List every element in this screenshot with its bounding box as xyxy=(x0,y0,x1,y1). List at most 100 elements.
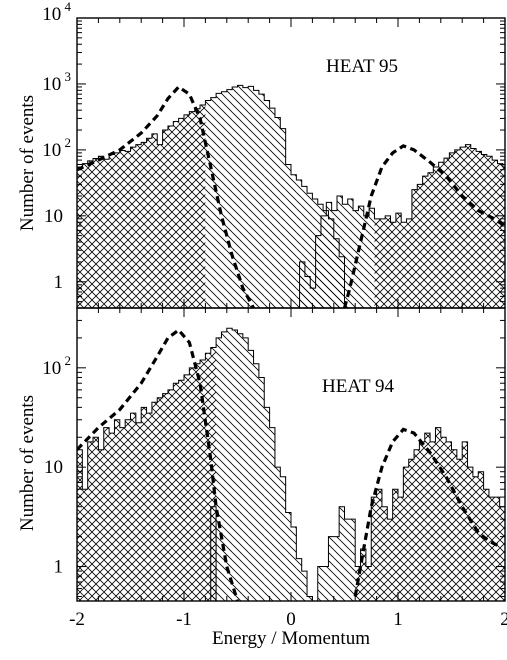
panel-heat-95: HEAT 95 xyxy=(76,17,506,309)
top-bar xyxy=(492,160,498,308)
bottom-bar xyxy=(494,497,500,601)
bottom-bar xyxy=(151,402,158,601)
bottom-bar xyxy=(93,437,99,601)
top-bar xyxy=(125,151,131,308)
top-bar xyxy=(194,108,201,308)
bottom-isolated-bin xyxy=(210,506,217,601)
bottom-bar xyxy=(205,353,211,601)
top-bar xyxy=(253,90,259,308)
bottom-bar xyxy=(184,374,190,601)
panel-label-heat-95: HEAT 95 xyxy=(326,56,398,77)
top-y-tick-label: 10 xyxy=(44,206,63,227)
bottom-bar xyxy=(371,497,377,601)
bottom-bar xyxy=(408,459,415,601)
top-bar xyxy=(347,198,354,308)
top-bar xyxy=(374,218,380,308)
bottom-bar xyxy=(119,427,126,601)
top-bar xyxy=(312,198,318,308)
top-bar xyxy=(481,154,487,308)
bottom-bar xyxy=(440,437,447,601)
top-bar xyxy=(205,100,211,308)
bottom-bar xyxy=(82,489,88,601)
top-bar xyxy=(157,144,163,308)
bottom-bar xyxy=(424,433,431,601)
top-bar xyxy=(304,276,311,308)
top-bar xyxy=(444,158,450,308)
bottom-bar xyxy=(274,467,281,601)
x-tick-labels: -2 -1 0 1 2 xyxy=(69,609,507,630)
bottom-bar xyxy=(456,459,463,601)
top-bar xyxy=(363,215,370,308)
top-bar xyxy=(173,121,179,308)
top-bar xyxy=(433,167,439,308)
bottom-bar xyxy=(157,397,163,601)
bottom-bar xyxy=(430,441,436,601)
top-bar xyxy=(274,117,281,308)
top-bar xyxy=(248,86,254,308)
bottom-bar xyxy=(210,347,217,601)
top-bar xyxy=(465,144,471,308)
top-bar xyxy=(342,204,348,308)
top-bar xyxy=(395,213,402,308)
top-bar xyxy=(184,114,190,308)
bottom-bar xyxy=(125,419,131,601)
y-axis-label-top: Number of events xyxy=(17,95,38,231)
bottom-bar xyxy=(98,449,104,601)
top-bar xyxy=(299,261,305,308)
bottom-bar xyxy=(296,558,302,601)
top-bar xyxy=(162,130,168,308)
top-bar xyxy=(135,144,142,308)
top-bar xyxy=(470,148,477,308)
top-bar xyxy=(226,89,233,308)
bottom-bar xyxy=(483,489,489,601)
top-bar xyxy=(237,85,243,308)
bottom-axis-ticks xyxy=(76,307,506,601)
bottom-histogram-outline xyxy=(317,427,505,601)
bottom-bar xyxy=(242,337,249,601)
top-bar xyxy=(296,179,302,308)
top-bar xyxy=(242,87,249,308)
bottom-bar xyxy=(173,383,179,601)
top-bar xyxy=(93,158,99,308)
bottom-bar xyxy=(398,497,404,601)
top-bar xyxy=(476,151,482,308)
top-bar xyxy=(502,167,505,308)
bottom-bar xyxy=(210,506,217,601)
bottom-bar xyxy=(328,536,334,601)
bottom-bar xyxy=(323,566,329,601)
top-y-tick-label: 1 xyxy=(54,272,64,293)
bottom-bar xyxy=(194,363,201,601)
bottom-y-tick-label: 10 2 xyxy=(42,353,71,379)
top-bar xyxy=(411,189,418,308)
top-bar xyxy=(141,142,147,308)
top-bar xyxy=(280,128,286,308)
top-bar xyxy=(369,208,375,308)
bottom-bar xyxy=(462,441,468,601)
top-bar xyxy=(221,91,227,308)
bottom-bar xyxy=(162,393,168,601)
bottom-bar xyxy=(307,596,313,601)
top-y-tick-label: 10 3 xyxy=(42,69,71,95)
top-bar xyxy=(146,138,152,308)
top-bar xyxy=(189,111,195,308)
bottom-bar xyxy=(200,359,206,601)
top-bar xyxy=(460,147,466,308)
top-bar xyxy=(98,156,104,308)
top-bar xyxy=(337,195,343,308)
top-bar xyxy=(178,118,184,308)
top-bar xyxy=(285,164,291,308)
top-y-tick-label: 10 2 xyxy=(42,135,71,161)
bottom-bar xyxy=(381,506,388,601)
x-tick-label: 2 xyxy=(500,609,507,630)
bottom-bar xyxy=(499,506,505,601)
top-bar xyxy=(486,156,493,308)
top-bar xyxy=(200,104,206,308)
bottom-y-tick-label: 1 xyxy=(54,557,64,578)
bottom-bar xyxy=(264,407,270,601)
panel-label-heat-94: HEAT 94 xyxy=(322,376,394,397)
x-axis-label: Energy / Momentum xyxy=(212,628,370,649)
bottom-bar xyxy=(301,571,308,601)
bottom-bar xyxy=(365,566,372,601)
bottom-bar xyxy=(419,441,425,601)
top-histogram-outline xyxy=(299,144,505,308)
